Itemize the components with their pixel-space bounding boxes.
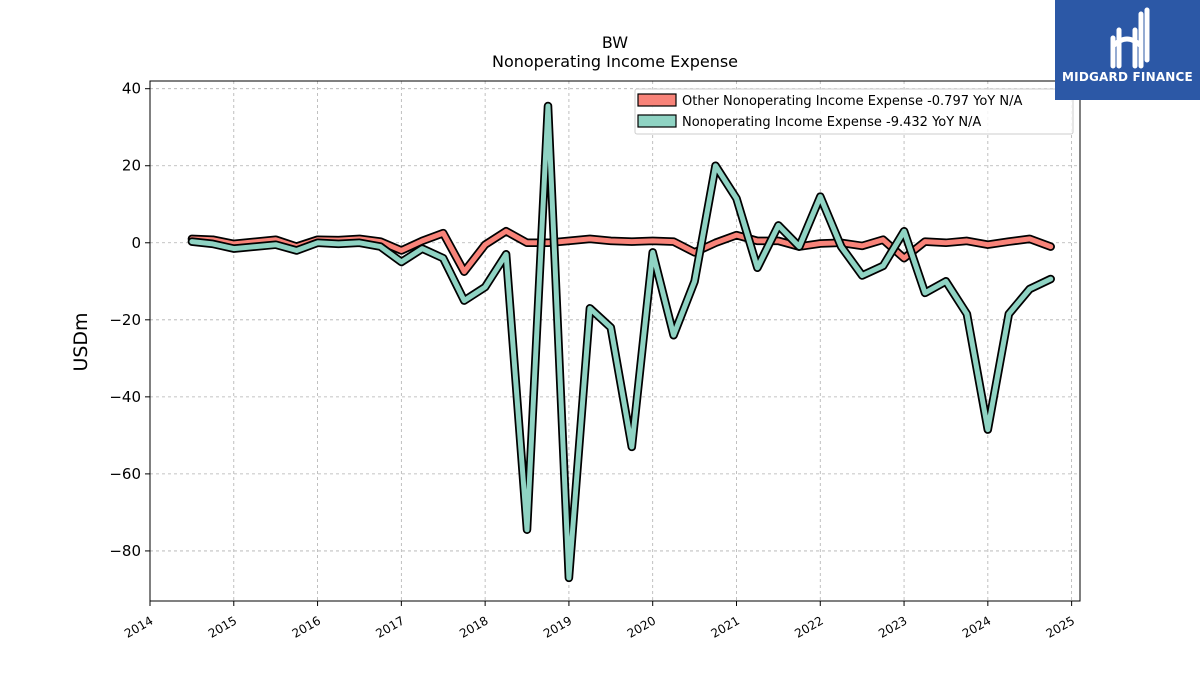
x-tick-label: 2025 [1044,613,1077,640]
x-tick-label: 2023 [876,613,909,640]
x-tick-label: 2018 [457,613,490,640]
plot-frame [149,80,1081,602]
x-axis-ticks: 2014 2015 2016 2017 2018 2019 2020 2021 2022 2023… [122,601,1077,641]
x-tick-label: 2016 [290,613,323,640]
series-nonoperating-outline [187,101,1055,583]
brand-logo: MIDGARD FINANCE [1055,0,1200,100]
y-axis-label: USDm [70,312,92,371]
x-tick-label: 2022 [792,613,825,640]
legend-label-other: Other Nonoperating Income Expense -0.797… [682,94,1022,109]
x-tick-label: 2021 [709,613,742,640]
legend-box [634,88,1074,135]
legend-swatch-other [637,93,677,107]
y-tick-label: 0 [131,234,141,252]
legend-label-nonoperating: Nonoperating Income Expense -9.432 YoY N… [682,115,981,130]
x-tick-label: 2020 [625,613,658,640]
chart-title: BW [602,33,628,52]
y-tick-label: −40 [109,388,141,406]
legend: Other Nonoperating Income Expense -0.797… [634,88,1074,135]
y-tick-label: −60 [109,465,141,483]
x-tick-label: 2015 [206,613,239,640]
x-tick-label: 2017 [373,613,406,640]
y-tick-label: −80 [109,542,141,560]
series-group [187,101,1055,583]
logo-icon [1110,7,1150,69]
brand-name: MIDGARD FINANCE [1062,70,1193,84]
x-tick-label: 2014 [122,613,155,640]
y-tick-label: 40 [122,80,141,98]
y-tick-label: 20 [122,157,141,175]
x-tick-label: 2024 [960,613,993,640]
x-tick-label: 2019 [541,613,574,640]
chart-subtitle: Nonoperating Income Expense [492,52,738,71]
y-axis-ticks: 40 20 0 −20 −40 −60 −80 [109,80,150,560]
legend-swatch-nonoperating [637,114,677,128]
y-tick-label: −20 [109,311,141,329]
series-nonoperating-line [189,103,1054,581]
